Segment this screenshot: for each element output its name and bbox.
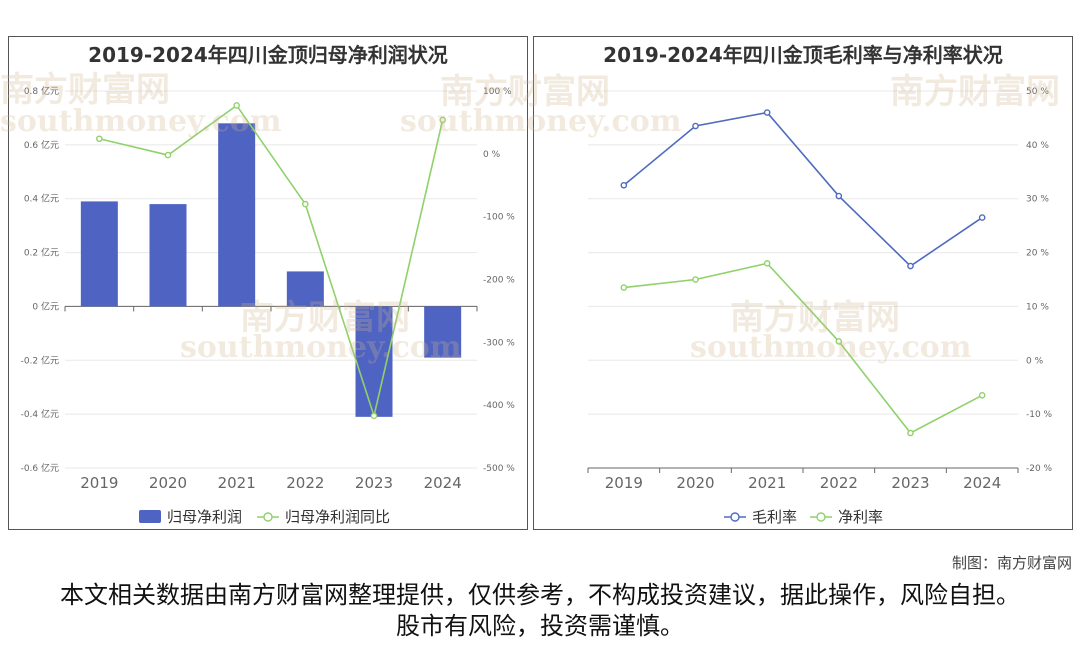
y-right-tick-label: 0 % — [483, 150, 501, 160]
point-gross-margin — [907, 262, 914, 270]
point-gross-margin — [978, 214, 986, 221]
line-net-profit-yoy — [99, 104, 444, 419]
x-tick-label: 2024 — [424, 474, 462, 492]
bar-net-profit — [286, 271, 324, 307]
margin-chart: 50 % 40 % 30 % 20 % 10 % 0 % -10 % -20 % 2019 202… — [587, 87, 1053, 526]
y-right-tick-label: 30 % — [1026, 195, 1049, 205]
y-right-tick-label: -500 % — [483, 464, 515, 474]
x-tick-label: 2019 — [80, 474, 118, 492]
legend-swatch-marker — [730, 512, 740, 522]
disclaimer-text: 本文相关数据由南方财富网整理提供，仅供参考，不构成投资建议，据此操作，风险自担。… — [60, 581, 1020, 640]
y-left-tick-label: -0.6 亿元 — [21, 462, 59, 474]
point-net-margin — [692, 276, 699, 283]
point-net-margin — [620, 284, 628, 291]
x-tick-label: 2019 — [605, 474, 643, 492]
bar-net-profit — [149, 204, 187, 307]
point-net-margin — [835, 338, 843, 345]
legend-label: 净利率 — [838, 508, 883, 526]
net-profit-chart-panel: 2019-2024年四川金顶归母净利润状况 0.8 亿元 0.6 亿元 0.4 亿元… — [8, 36, 528, 530]
margin-chart-title: 2019-2024年四川金顶毛利率与净利率状况 — [603, 43, 1003, 67]
y-right-tick-label: -300 % — [483, 338, 515, 348]
legend-swatch-marker — [816, 512, 826, 522]
y-left-tick-label: 0.8 亿元 — [24, 85, 59, 97]
y-right-tick-label: 20 % — [1026, 249, 1049, 259]
point-gross-margin — [692, 122, 699, 130]
y-right-tick-label: -10 % — [1026, 410, 1053, 420]
y-left-tick-label: -0.2 亿元 — [21, 354, 59, 366]
point-gross-margin — [835, 192, 843, 200]
net-profit-chart: 0.8 亿元 0.6 亿元 0.4 亿元 0.2 亿元 0 亿元 -0.2 亿元 -0.4 … — [21, 85, 516, 526]
x-tick-label: 2023 — [891, 474, 929, 492]
legend-label: 归母净利润同比 — [285, 508, 390, 526]
y-right-tick-label: -200 % — [483, 276, 515, 286]
line-gross-margin — [623, 111, 983, 268]
point-net-margin — [978, 391, 986, 399]
x-tick-label: 2023 — [355, 474, 393, 492]
point-net-profit-yoy — [370, 412, 378, 420]
y-right-tick-label: -20 % — [1026, 464, 1053, 474]
x-tick-label: 2021 — [218, 474, 256, 492]
y-left-tick-label: 0 亿元 — [32, 300, 59, 312]
point-gross-margin — [620, 181, 628, 189]
point-net-margin — [907, 429, 914, 437]
net-profit-chart-title: 2019-2024年四川金顶归母净利润状况 — [88, 43, 448, 67]
legend-label: 毛利率 — [752, 508, 797, 526]
y-right-tick-label: 10 % — [1026, 302, 1049, 312]
y-left-tick-label: -0.4 亿元 — [21, 408, 59, 420]
point-net-profit-yoy — [439, 116, 446, 124]
y-left-tick-label: 0.6 亿元 — [24, 139, 59, 151]
y-right-tick-label: 0 % — [1026, 356, 1044, 366]
line-net-margin — [623, 262, 983, 435]
x-tick-label: 2020 — [149, 474, 187, 492]
x-tick-label: 2021 — [748, 474, 786, 492]
point-net-margin — [763, 260, 771, 267]
y-left-tick-label: 0.4 亿元 — [24, 193, 59, 205]
legend-label: 归母净利润 — [167, 508, 242, 526]
bar-net-profit — [424, 306, 462, 358]
x-tick-label: 2020 — [676, 474, 714, 492]
legend-swatch-marker — [263, 512, 273, 522]
y-right-tick-label: 100 % — [483, 87, 512, 97]
y-left-tick-label: 0.2 亿元 — [24, 247, 59, 259]
point-gross-margin — [763, 109, 771, 116]
legend-swatch-bar — [139, 510, 161, 523]
x-tick-label: 2022 — [286, 474, 324, 492]
point-net-profit-yoy — [164, 151, 172, 159]
point-net-profit-yoy — [302, 200, 309, 208]
bar-net-profit — [218, 123, 256, 307]
y-right-tick-label: 40 % — [1026, 141, 1049, 151]
point-net-profit-yoy — [233, 102, 240, 109]
y-right-tick-label: -400 % — [483, 401, 515, 411]
x-tick-label: 2024 — [963, 474, 1001, 492]
x-tick-label: 2022 — [820, 474, 858, 492]
y-right-tick-label: 50 % — [1026, 87, 1049, 97]
margin-chart-panel: 2019-2024年四川金顶毛利率与净利率状况 50 % 40 % 30 % 20 %… — [533, 36, 1073, 530]
chart-credit: 制图：南方财富网 — [951, 554, 1072, 572]
point-net-profit-yoy — [96, 135, 103, 143]
y-right-tick-label: -100 % — [483, 213, 515, 223]
bar-net-profit — [80, 201, 118, 307]
